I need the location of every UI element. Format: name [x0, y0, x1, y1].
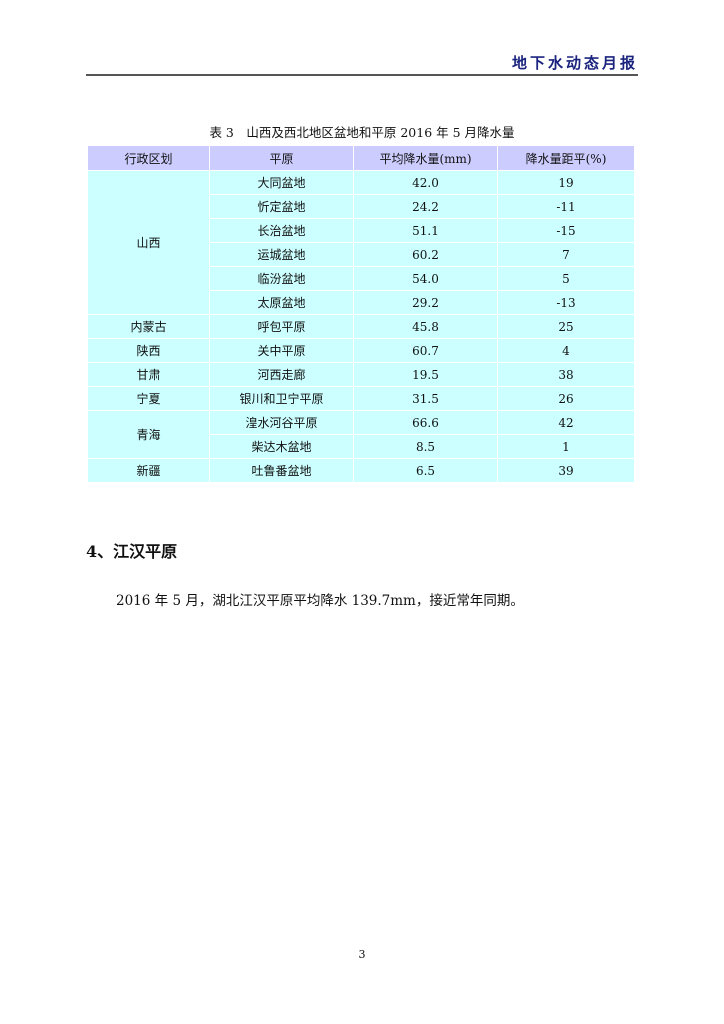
anomaly-cell: 7 [497, 242, 635, 267]
table-row: 青海 湟水河谷平原 66.6 42 [87, 410, 635, 459]
plain-cell: 关中平原 [209, 338, 354, 363]
page-number: 3 [358, 948, 366, 961]
plain-cell: 临汾盆地 [209, 266, 354, 291]
anomaly-cell: 25 [497, 314, 635, 339]
precip-cell: 8.5 [353, 434, 498, 459]
table-row: 长治盆地 51.1 -15 [88, 218, 635, 243]
precip-cell: 24.2 [353, 194, 498, 219]
precip-cell: 54.0 [353, 266, 498, 291]
plain-cell: 湟水河谷平原 [209, 410, 354, 435]
plain-cell: 河西走廊 [209, 362, 354, 387]
anomaly-cell: -13 [497, 290, 635, 315]
precip-cell: 31.5 [353, 386, 498, 411]
region-cell: 内蒙古 [87, 314, 210, 339]
anomaly-cell: 26 [497, 386, 635, 411]
table-caption: 表 3 山西及西北地区盆地和平原 2016 年 5 月降水量 [209, 125, 515, 140]
plain-cell: 大同盆地 [209, 170, 354, 195]
section-heading: 4、江汉平原 [86, 542, 178, 561]
precip-cell: 19.5 [353, 362, 498, 387]
anomaly-cell: 42 [497, 410, 635, 435]
anomaly-cell: 19 [497, 170, 635, 195]
precip-cell: 6.5 [353, 458, 498, 483]
anomaly-cell: -15 [497, 218, 635, 243]
precip-cell: 42.0 [353, 170, 498, 195]
anomaly-cell: 38 [497, 362, 635, 387]
section-paragraph: 2016 年 5 月，湖北江汉平原平均降水 139.7mm，接近常年同期。 [116, 593, 524, 609]
anomaly-cell: 1 [497, 434, 635, 459]
running-header: 地下水动态月报 [511, 54, 638, 72]
column-header: 平均降水量(mm) [353, 145, 498, 171]
table-row: 新疆 吐鲁番盆地 6.5 39 [87, 458, 635, 483]
table-row: 甘肃 河西走廊 19.5 38 [87, 362, 635, 387]
header-rule [86, 74, 638, 76]
table-row: 山西 大同盆地 42.0 19 [87, 170, 635, 315]
column-header: 降水量距平(%) [497, 145, 635, 171]
precip-cell: 66.6 [353, 410, 498, 435]
anomaly-cell: -11 [497, 194, 635, 219]
plain-cell: 长治盆地 [209, 218, 354, 243]
precipitation-table: 行政区划 平原 平均降水量(mm) 降水量距平(%) 山西 大同盆地 42.0 19 忻… [87, 145, 635, 483]
region-cell: 甘肃 [87, 362, 210, 387]
precip-cell: 29.2 [353, 290, 498, 315]
plain-cell: 银川和卫宁平原 [209, 386, 354, 411]
region-cell: 宁夏 [87, 386, 210, 411]
table-header-row: 行政区划 平原 平均降水量(mm) 降水量距平(%) [87, 145, 635, 171]
table-row: 陕西 关中平原 60.7 4 [87, 338, 635, 363]
region-cell: 山西 [87, 170, 210, 315]
column-header: 平原 [209, 145, 354, 171]
precip-cell: 60.2 [353, 242, 498, 267]
plain-cell: 吐鲁番盆地 [209, 458, 354, 483]
table-row: 太原盆地 29.2 -13 [88, 290, 635, 315]
precip-cell: 51.1 [353, 218, 498, 243]
table-row: 忻定盆地 24.2 -11 [88, 194, 635, 219]
plain-cell: 太原盆地 [209, 290, 354, 315]
plain-cell: 呼包平原 [209, 314, 354, 339]
plain-cell: 忻定盆地 [209, 194, 354, 219]
anomaly-cell: 4 [497, 338, 635, 363]
precip-cell: 45.8 [353, 314, 498, 339]
region-cell: 青海 [87, 410, 210, 459]
region-cell: 新疆 [87, 458, 210, 483]
anomaly-cell: 39 [497, 458, 635, 483]
table-row: 内蒙古 呼包平原 45.8 25 [87, 314, 635, 339]
plain-cell: 运城盆地 [209, 242, 354, 267]
table-row: 运城盆地 60.2 7 [88, 242, 635, 267]
precip-cell: 60.7 [353, 338, 498, 363]
plain-cell: 柴达木盆地 [209, 434, 354, 459]
table-row: 柴达木盆地 8.5 1 [88, 434, 635, 459]
region-cell: 陕西 [87, 338, 210, 363]
anomaly-cell: 5 [497, 266, 635, 291]
table-row: 宁夏 银川和卫宁平原 31.5 26 [87, 386, 635, 411]
column-header: 行政区划 [87, 145, 210, 171]
